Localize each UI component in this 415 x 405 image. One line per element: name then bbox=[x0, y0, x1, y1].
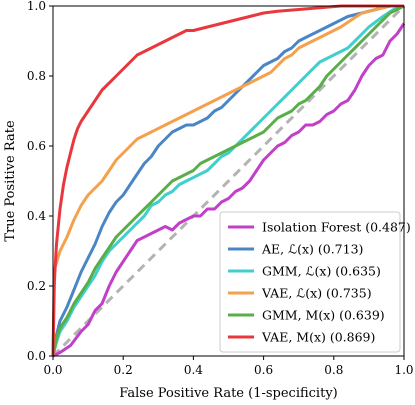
y-tick-label: 1.0 bbox=[27, 0, 46, 13]
x-tick-label: 1.0 bbox=[394, 363, 413, 377]
series-line-0 bbox=[52, 22, 406, 358]
series-line-5 bbox=[51, 4, 404, 357]
y-tick-label: 0.4 bbox=[27, 209, 46, 223]
series-line-3 bbox=[51, 4, 404, 357]
x-tick-label: 0.0 bbox=[43, 363, 62, 377]
series-line-4 bbox=[51, 4, 405, 357]
series-line-1 bbox=[51, 4, 404, 357]
legend-entry: AE, ℒ(x) (0.713) bbox=[261, 242, 363, 257]
y-tick-label: 0.6 bbox=[27, 139, 46, 153]
y-axis-ticks: 0.0 0.2 0.4 0.6 0.8 1.0 bbox=[27, 0, 53, 363]
x-axis-label: False Positive Rate (1-specificity) bbox=[119, 386, 337, 401]
legend-entry: GMM, ℒ(x) (0.635) bbox=[262, 264, 381, 279]
x-tick-label: 0.2 bbox=[114, 363, 133, 377]
y-axis-label: True Positive Rate bbox=[3, 120, 18, 242]
series-line-2 bbox=[51, 4, 405, 357]
y-tick-label: 0.2 bbox=[27, 279, 46, 293]
legend-entry: GMM, M(x) (0.639) bbox=[262, 308, 385, 323]
plot-frame bbox=[52, 5, 405, 357]
x-tick-label: 0.4 bbox=[184, 363, 203, 377]
legend: Isolation Forest (0.487) AE, ℒ(x) (0.713)… bbox=[219, 211, 411, 353]
x-tick-label: 0.6 bbox=[254, 363, 273, 377]
diagonal-reference bbox=[51, 4, 406, 358]
legend-box bbox=[219, 211, 401, 353]
x-tick-label: 0.8 bbox=[324, 363, 343, 377]
y-tick-label: 0.0 bbox=[27, 349, 46, 363]
legend-entry: VAE, ℒ(x) (0.735) bbox=[261, 286, 372, 301]
y-tick-label: 0.8 bbox=[27, 69, 46, 83]
x-axis-ticks: 0.0 0.2 0.4 0.6 0.8 1.0 bbox=[43, 356, 414, 377]
series-lines bbox=[51, 4, 406, 358]
legend-entry: VAE, M(x) (0.869) bbox=[261, 330, 375, 345]
legend-entry: Isolation Forest (0.487) bbox=[262, 220, 411, 235]
diagonal-line bbox=[51, 4, 406, 358]
